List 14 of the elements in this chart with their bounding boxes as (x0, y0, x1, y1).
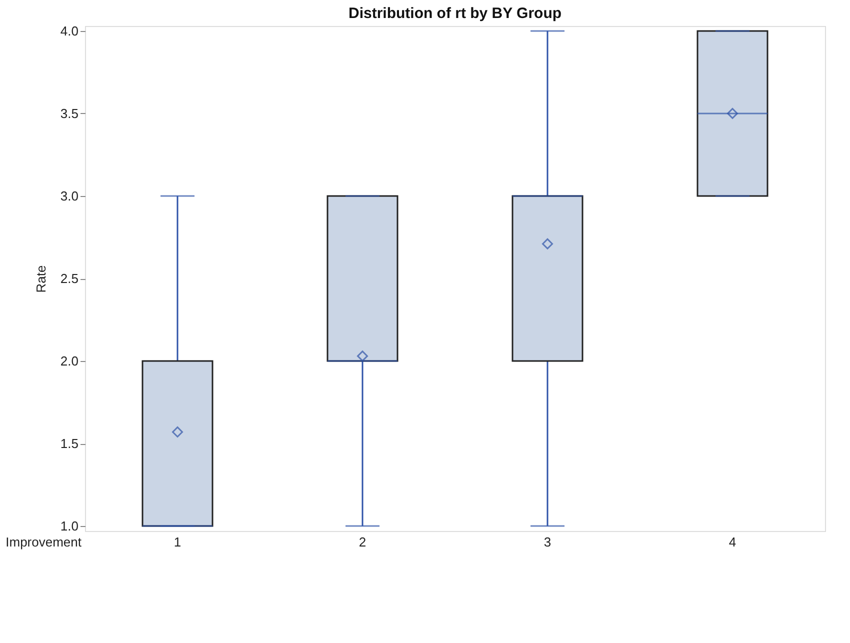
y-axis-title: Rate (33, 265, 48, 293)
y-tick-label: 3.5 (60, 106, 78, 121)
y-tick-label: 2.0 (60, 354, 78, 369)
chart-title: Distribution of rt by BY Group (348, 4, 562, 22)
x-tick-label: 1 (174, 534, 182, 550)
x-tick-label: 2 (358, 534, 366, 550)
y-tick-label: 2.5 (60, 271, 78, 286)
y-tick-label: 3.0 (60, 188, 78, 204)
x-tick-label: 4 (728, 534, 736, 550)
y-tick-label: 4.0 (60, 23, 78, 38)
x-tick-label: 3 (544, 534, 552, 550)
y-tick-label: 1.5 (60, 436, 78, 452)
x-axis-title: Improvement (6, 534, 82, 550)
y-tick-label: 1.0 (60, 518, 78, 534)
